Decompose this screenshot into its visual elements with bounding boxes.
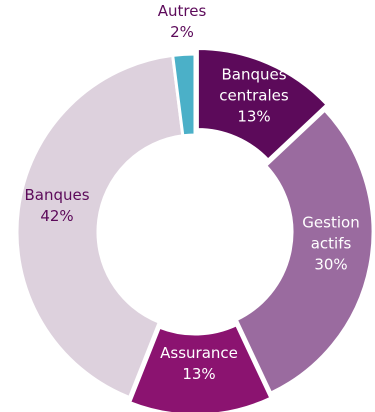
data-label-value: 30% <box>314 256 347 274</box>
data-label-name: actifs <box>311 235 352 253</box>
data-label-name: Gestion <box>302 214 359 232</box>
data-label-name: Assurance <box>160 344 238 362</box>
data-label-name: Autres <box>158 2 207 20</box>
data-label-name: Banques <box>24 186 89 204</box>
label-banques-centrales: Banques centrales 13% <box>219 66 289 126</box>
labels-group: Banques centrales 13% Gestion actifs 30% Assur… <box>24 2 359 383</box>
data-label-name: Banques <box>221 66 286 84</box>
slice-banques-centrales <box>195 46 330 163</box>
slice-banques <box>15 53 185 400</box>
slice-gestion-actifs <box>234 108 375 396</box>
data-label-value: 42% <box>40 207 73 225</box>
label-autres: Autres 2% <box>158 2 207 41</box>
label-assurance: Assurance 13% <box>160 344 238 383</box>
slice-autres <box>171 52 197 138</box>
data-label-name: centrales <box>219 87 289 105</box>
data-label-value: 13% <box>182 365 215 383</box>
slices-group <box>15 46 375 412</box>
label-gestion-actifs: Gestion actifs 30% <box>302 214 359 274</box>
label-banques: Banques 42% <box>24 186 89 225</box>
slice-assurance <box>127 322 273 412</box>
data-label-value: 13% <box>237 108 270 126</box>
data-label-value: 2% <box>170 23 194 41</box>
